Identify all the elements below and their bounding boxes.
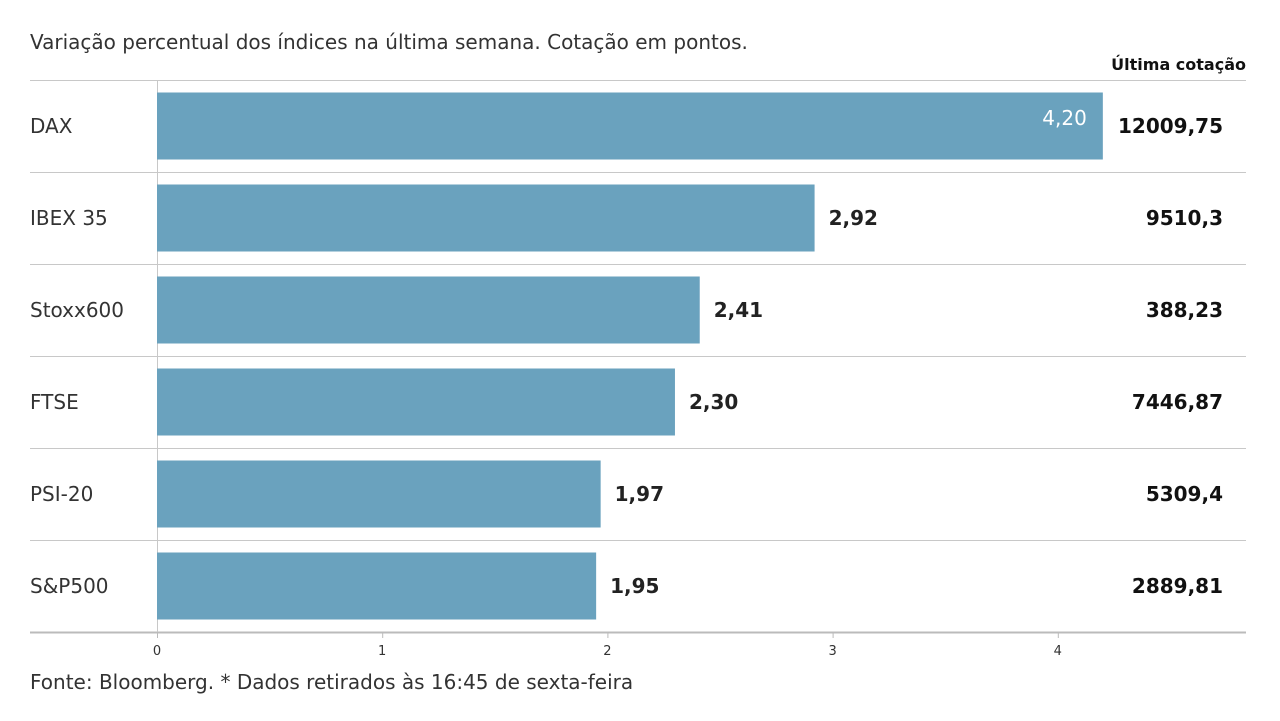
bar: [157, 460, 601, 528]
category-label: S&P500: [30, 574, 109, 598]
last-quote-value: 7446,87: [1132, 390, 1223, 414]
bar: [157, 368, 675, 436]
bar: [157, 184, 815, 252]
x-axis: 0 1 2 3 4: [153, 632, 1062, 659]
x-tick-label: 3: [828, 644, 836, 659]
last-quote-value: 9510,3: [1146, 206, 1223, 230]
category-label: Stoxx600: [30, 298, 124, 322]
category-label: DAX: [30, 114, 73, 138]
x-tick-label: 0: [153, 644, 161, 659]
last-quote-value: 2889,81: [1132, 574, 1223, 598]
last-quote-value: 12009,75: [1118, 114, 1223, 138]
x-tick-label: 2: [603, 644, 611, 659]
value-label: 2,41: [714, 298, 763, 322]
value-label: 2,30: [689, 390, 738, 414]
category-label: FTSE: [30, 390, 79, 414]
value-label: 2,92: [829, 206, 878, 230]
source-note: Fonte: Bloomberg. * Dados retirados às 1…: [30, 670, 634, 694]
last-quote-value: 388,23: [1146, 298, 1223, 322]
bar: [157, 92, 1103, 160]
last-quote-value: 5309,4: [1146, 482, 1223, 506]
value-label: 1,97: [615, 482, 664, 506]
bar: [157, 552, 597, 620]
value-label: 1,95: [610, 574, 659, 598]
category-label: IBEX 35: [30, 206, 108, 230]
value-label: 4,20: [1042, 106, 1087, 130]
bar: [157, 276, 700, 344]
chart-rows: DAX IBEX 35 Stoxx600 FTSE PSI-20 S&P500: [30, 80, 1246, 634]
chart-bars: 4,20 12009,75 2,92 9510,3 2,41 388,23 2,30 7446…: [157, 92, 1223, 620]
chart-subtitle: Variação percentual dos índices na últim…: [30, 30, 748, 54]
category-label: PSI-20: [30, 482, 93, 506]
x-tick-label: 4: [1054, 644, 1062, 659]
x-tick-label: 1: [378, 644, 386, 659]
last-quote-column-header: Última cotação: [1111, 55, 1246, 74]
